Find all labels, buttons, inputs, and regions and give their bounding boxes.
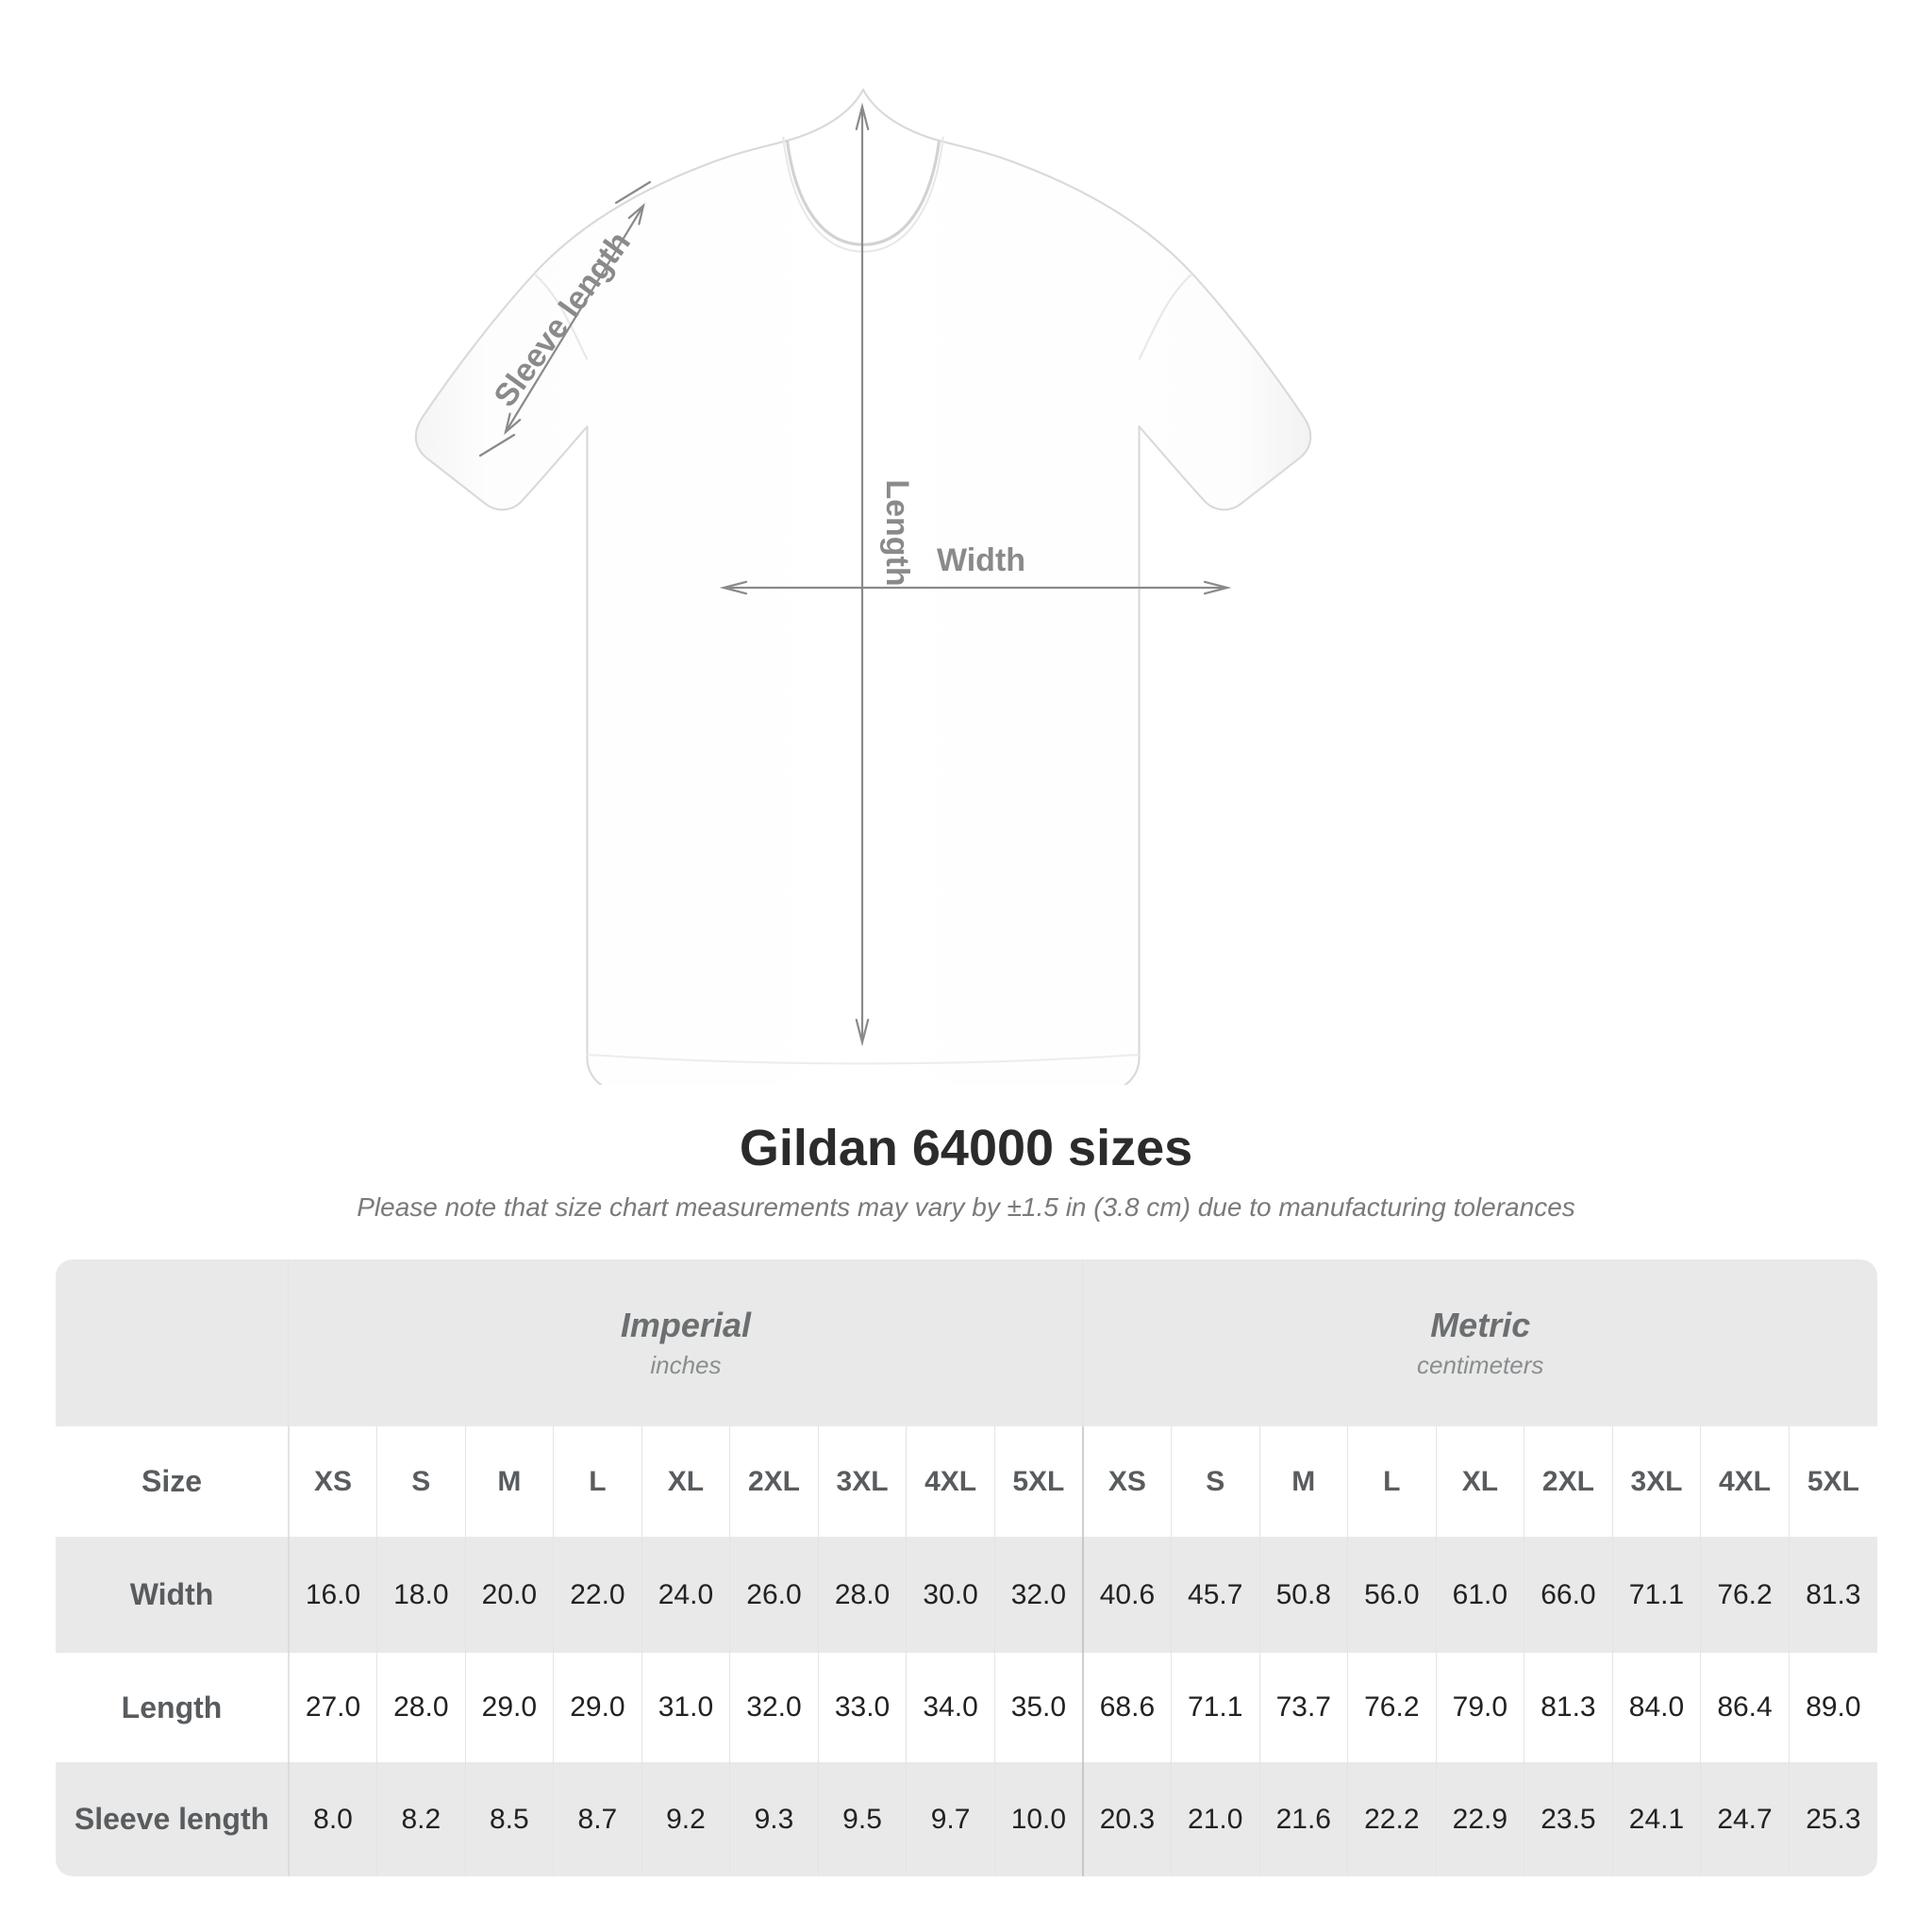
svg-text:Width: Width: [937, 542, 1025, 578]
svg-text:Length: Length: [879, 479, 915, 586]
